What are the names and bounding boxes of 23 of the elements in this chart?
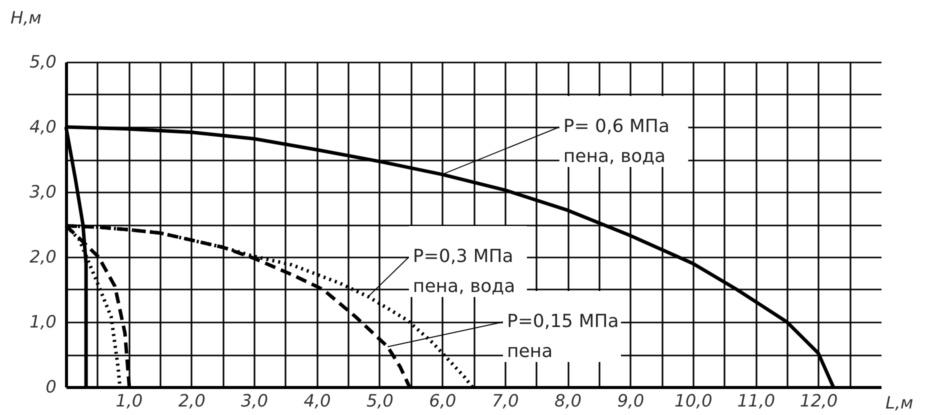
x-tick-label: 2,0 [178, 392, 206, 412]
annotation: P=0,15 МПа пена [506, 311, 619, 362]
x-tick-label: 1,0 [116, 392, 143, 412]
x-tick-label: 3,0 [241, 392, 268, 412]
y-tick-label: 4,0 [29, 118, 56, 138]
x-tick-label: 8,0 [554, 392, 582, 412]
x-tick-label: 10,0 [674, 392, 712, 412]
y-tick-label: 0 [46, 378, 56, 398]
annotation: P=0,3 МПа пена, вода [412, 246, 516, 297]
x-axis-title: L,м [886, 394, 914, 414]
y-tick-label: 3,0 [29, 182, 56, 202]
y-tick-label: 5,0 [29, 52, 56, 72]
x-tick-label: 4,0 [304, 392, 331, 412]
x-tick-label: 7,0 [492, 392, 519, 412]
x-tick-label: 6,0 [429, 392, 456, 412]
x-tick-label: 11,0 [737, 392, 776, 412]
x-tick-label: 9,0 [617, 392, 644, 412]
y-tick-label: 1,0 [29, 312, 56, 332]
y-tick-label: 2,0 [29, 248, 56, 268]
annotation: P= 0,6 МПа пена, вода [563, 116, 670, 167]
x-tick-label: 5,0 [366, 392, 394, 412]
y-axis-title: H,м [10, 8, 42, 28]
x-tick-label: 12,0 [800, 392, 838, 412]
